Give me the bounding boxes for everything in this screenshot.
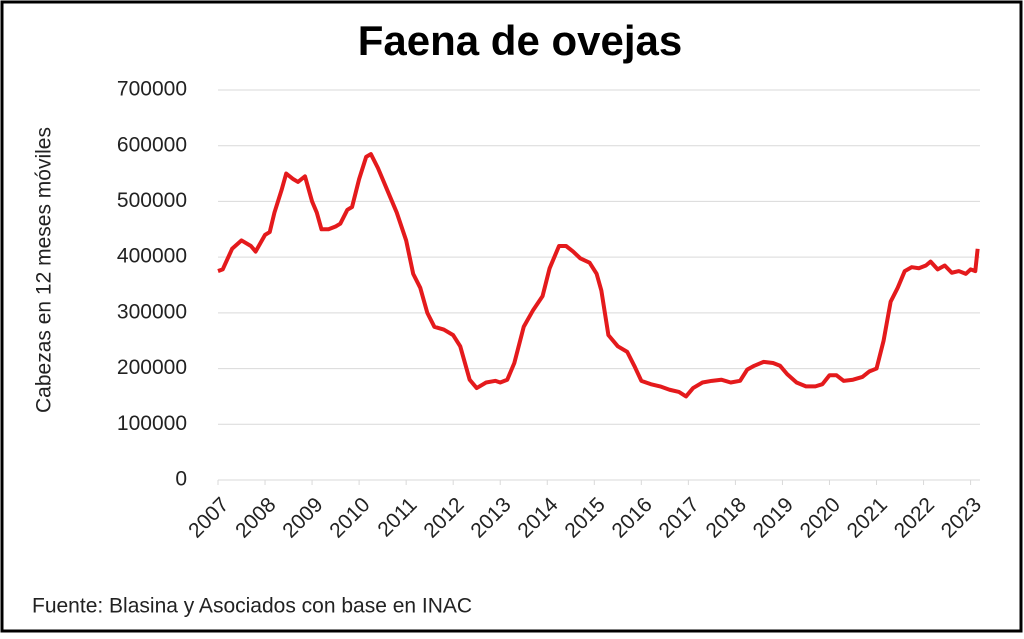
data-line	[217, 152, 980, 399]
y-tick-label: 200000	[117, 356, 187, 379]
y-tick-label: 0	[175, 468, 187, 491]
y-axis-label: Cabezas en 12 meses móviles	[33, 127, 56, 413]
y-tick-label: 500000	[117, 189, 187, 212]
y-tick-label: 100000	[117, 412, 187, 435]
y-tick-label: 300000	[117, 300, 187, 323]
y-tick-label: 700000	[117, 78, 187, 101]
y-tick-label: 400000	[117, 245, 187, 268]
source-note: Fuente: Blasina y Asociados con base en …	[32, 595, 472, 618]
y-tick-label: 600000	[117, 133, 187, 156]
chart-title: Faena de ovejas	[358, 17, 683, 64]
